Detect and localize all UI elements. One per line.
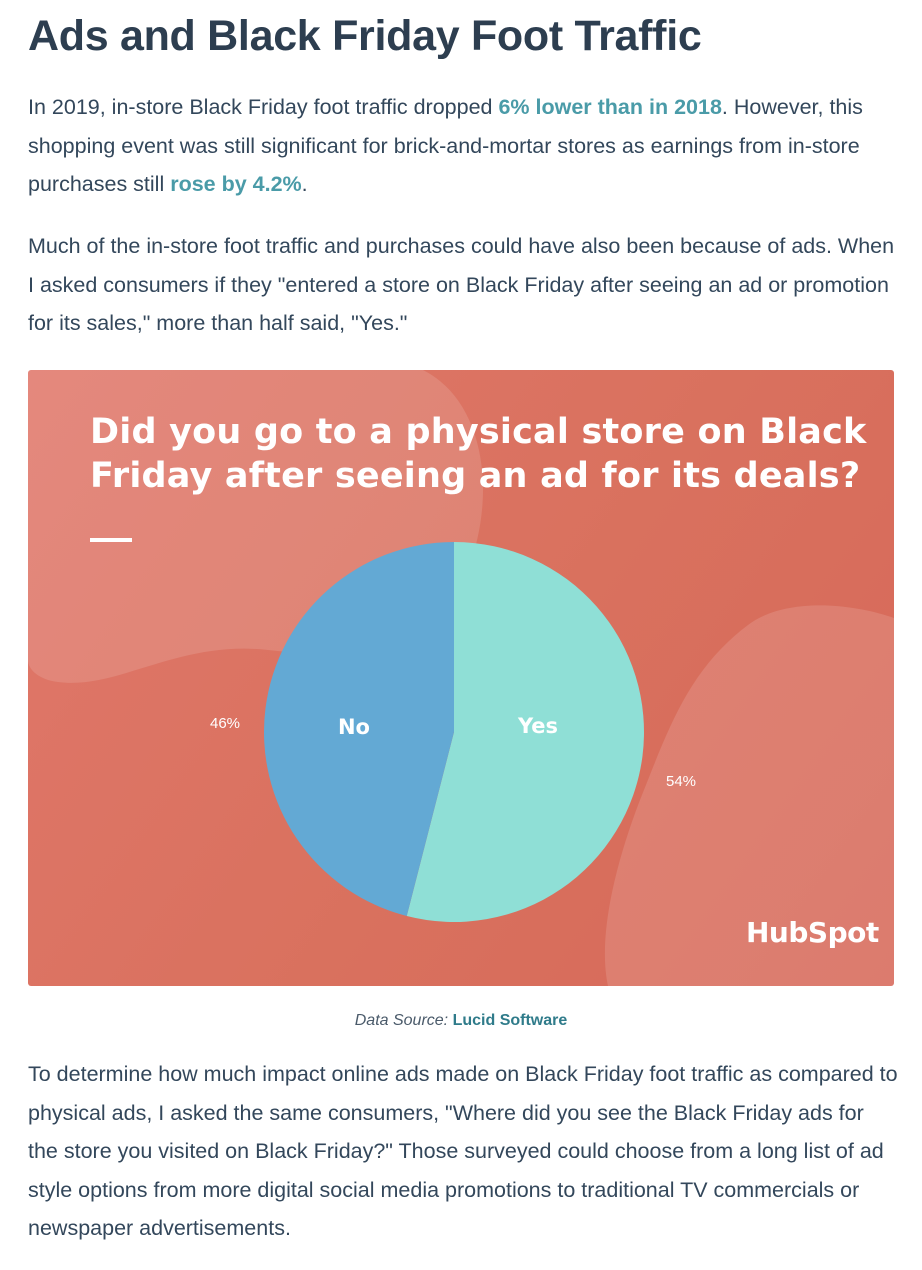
- paragraph-foot-traffic: In 2019, in-store Black Friday foot traf…: [28, 88, 898, 204]
- paragraph-text: . However, this shopping event was still…: [28, 95, 863, 196]
- article-heading: Ads and Black Friday Foot Traffic: [28, 12, 702, 60]
- caption-label: Data Source:: [354, 1012, 449, 1029]
- link-6-percent-lower[interactable]: 6% lower than in 2018: [498, 95, 722, 119]
- pie-slice-no: [263, 542, 454, 917]
- figure-caption: Data Source: Lucid Software: [0, 1012, 922, 1030]
- caption-source-link[interactable]: Lucid Software: [452, 1012, 568, 1029]
- paragraph-text: .: [301, 172, 308, 196]
- link-rose-by[interactable]: rose by 4.2%: [170, 172, 302, 196]
- paragraph-ad-sources: To determine how much impact online ads …: [28, 1062, 898, 1240]
- pie-label-yes: Yes: [517, 714, 558, 738]
- hubspot-logo: HubSpot: [746, 916, 879, 949]
- pie-value-label-yes: 54%: [666, 773, 696, 790]
- chart-title: Did you go to a physical store on Black …: [90, 412, 867, 496]
- title-divider: [90, 538, 132, 542]
- paragraph-text: In 2019, in-store Black Friday foot traf…: [28, 95, 499, 119]
- pie-chart-figure: Yes 54% No 46% Did you go to a physical sto…: [28, 370, 894, 986]
- pie-label-no: No: [338, 715, 370, 739]
- decor-blob-bottom-right: [604, 605, 894, 986]
- chart-svg: Yes 54% No 46%: [28, 370, 894, 986]
- paragraph-ads: Much of the in-store foot traffic and pu…: [28, 234, 895, 335]
- pie-chart: Yes 54% No 46%: [210, 542, 696, 922]
- pie-slice-yes: [406, 542, 644, 922]
- pie-value-label-no: 46%: [210, 715, 240, 732]
